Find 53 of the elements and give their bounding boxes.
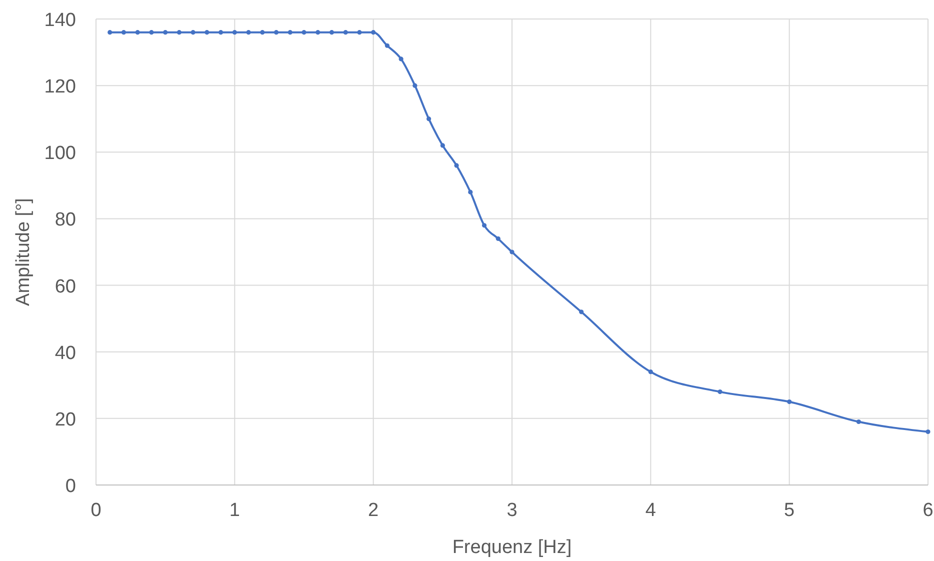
point <box>302 30 306 35</box>
y-tick-label: 0 <box>65 476 76 497</box>
point <box>121 30 126 35</box>
point <box>579 310 584 314</box>
point <box>260 30 265 35</box>
x-tick-label: 3 <box>506 500 518 521</box>
x-tick-label: 6 <box>922 500 934 521</box>
point <box>274 30 279 35</box>
y-tick-label: 40 <box>54 342 76 364</box>
point <box>218 30 224 35</box>
point <box>440 143 445 148</box>
y-tick-label: 60 <box>54 276 76 298</box>
point <box>149 30 154 35</box>
y-tick-label: 120 <box>44 76 76 98</box>
point <box>468 190 473 194</box>
point <box>316 30 320 35</box>
point <box>163 30 168 35</box>
point <box>357 30 362 35</box>
point <box>343 30 348 35</box>
x-tick-label: 2 <box>368 500 379 521</box>
x-tick-label: 5 <box>784 500 795 521</box>
point <box>412 83 418 88</box>
point <box>398 56 404 62</box>
point <box>787 399 792 404</box>
x-tick-label: 1 <box>229 500 240 521</box>
y-tick-label: 80 <box>54 210 76 231</box>
point <box>926 429 930 434</box>
point <box>135 30 140 35</box>
x-tick-label: 4 <box>645 500 656 521</box>
x-axis-title: Frequenz [Hz] <box>452 537 572 558</box>
point <box>718 390 722 394</box>
point <box>648 370 653 374</box>
x-tick-label: 0 <box>90 500 102 521</box>
y-tick-label: 140 <box>44 10 76 31</box>
point <box>482 223 487 228</box>
y-tick-label: 20 <box>54 409 76 430</box>
point <box>329 30 334 35</box>
point <box>510 250 514 254</box>
point <box>108 30 112 35</box>
point <box>204 30 210 35</box>
point <box>454 163 459 168</box>
point <box>496 236 500 241</box>
y-tick-label: 100 <box>44 143 76 164</box>
point <box>288 30 292 35</box>
point <box>426 116 432 122</box>
point <box>232 30 237 35</box>
point <box>384 43 390 48</box>
point <box>856 419 861 424</box>
point <box>246 30 251 35</box>
y-axis-title: Amplitude [°] <box>13 198 34 306</box>
point <box>371 30 376 35</box>
point <box>190 30 196 35</box>
point <box>176 30 182 35</box>
